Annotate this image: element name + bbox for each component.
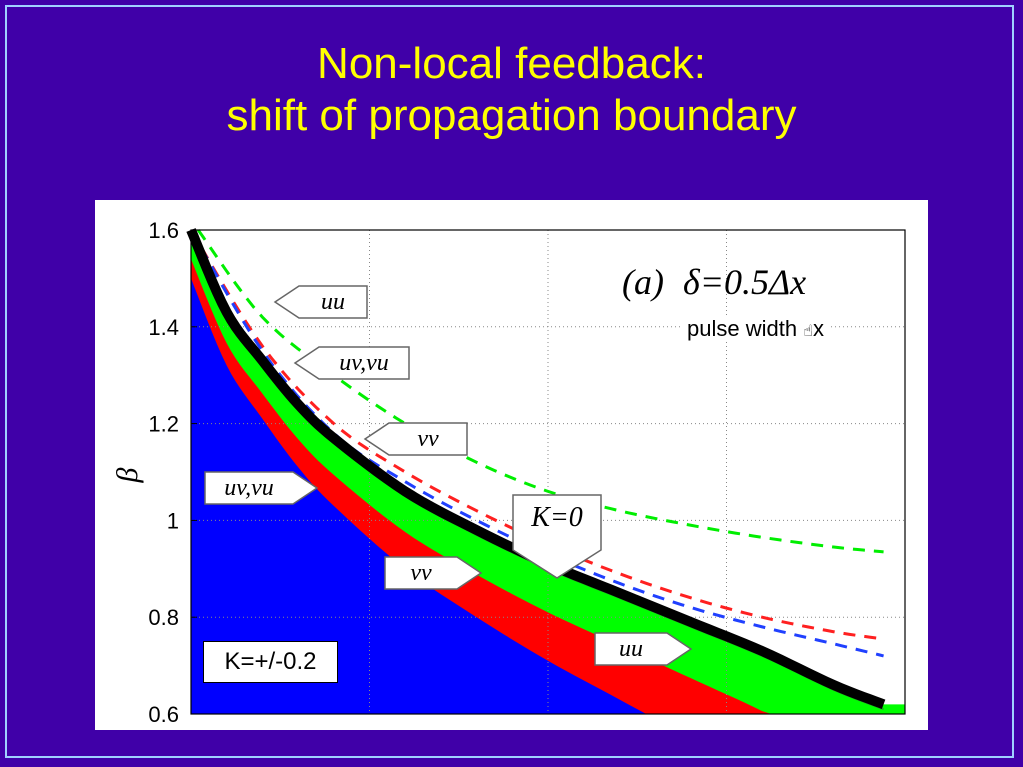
callout-box [363,422,468,456]
pointing-hand-icon: ☝ [803,321,813,340]
y-tick-label: 0.8 [148,605,179,630]
axes-frame [190,229,906,715]
y-tick-label: 1.6 [148,218,179,243]
panel-label: (a) [622,262,664,302]
callout-label: uu [321,289,345,315]
slide-title: Non-local feedback: shift of propagation… [0,38,1023,142]
callout-box [204,471,319,505]
k0-callout-label: K=0 [530,502,583,533]
title-line-2: shift of propagation boundary [226,91,797,140]
boundary-k0-line [186,228,886,710]
k0-callout-box [512,494,602,579]
y-tick-label: 1.4 [148,315,179,340]
figure-panel: 0.6 0.8 1 1.2 1.4 1.6 β (a) δ=0.5Δx uu uv,vu vv uv,v… [95,200,928,730]
callout-box [594,632,693,666]
y-axis-label: β [111,467,144,483]
pulse-width-note: pulse width ☝x [683,316,828,342]
callout-label: uv,vu [224,475,274,501]
callout-box [293,346,410,380]
y-tick-label: 1 [167,508,179,533]
y-tick-label: 0.6 [148,702,179,727]
boundary-chart: 0.6 0.8 1 1.2 1.4 1.6 β (a) δ=0.5Δx uu uv,vu vv uv,v… [111,218,906,727]
callout-box [273,285,368,319]
callout-label: uu [619,636,643,662]
title-line-1: Non-local feedback: [317,39,706,88]
callout-label: vv [410,560,432,586]
region-blue [191,278,905,714]
pulse-width-label: pulse width [687,316,804,341]
callout-label: vv [417,426,439,452]
pulse-width-suffix: x [812,316,824,341]
y-tick-label: 1.2 [148,412,179,437]
callout-label: uv,vu [339,350,389,376]
slide-frame [5,5,1014,758]
delta-label: δ=0.5Δx [683,262,806,302]
callout-box [384,556,483,590]
k-value-box: K=+/-0.2 [203,641,338,683]
